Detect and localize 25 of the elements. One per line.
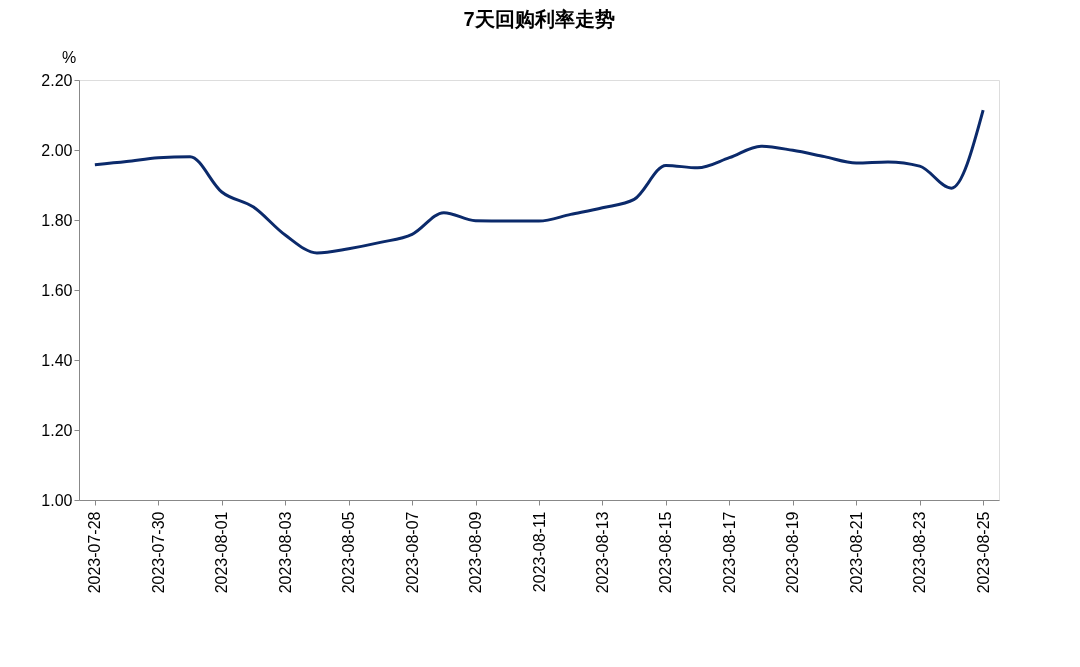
x-tick-label: 2023-07-28 xyxy=(86,511,104,594)
y-tick-label: 1.40 xyxy=(41,351,73,369)
y-tick-label: 1.00 xyxy=(41,491,73,509)
y-tick-label: 2.20 xyxy=(41,71,73,89)
x-tick-label: 2023-08-07 xyxy=(403,511,421,594)
x-tick-label: 2023-08-21 xyxy=(847,511,865,594)
x-tick-label: 2023-08-11 xyxy=(530,511,548,593)
y-tick-label: 2.00 xyxy=(41,141,73,159)
y-axis-title: % xyxy=(61,49,77,66)
x-tick-label: 2023-08-13 xyxy=(593,511,611,594)
x-tick-label: 2023-08-03 xyxy=(276,511,294,594)
chart-title: 7天回购利率走势 xyxy=(463,8,615,30)
x-tick-label: 2023-08-15 xyxy=(657,511,675,594)
line-series xyxy=(93,108,985,255)
x-tick-label: 2023-08-09 xyxy=(467,511,485,594)
x-tick-label: 2023-08-01 xyxy=(213,511,231,594)
x-tick-label: 2023-07-30 xyxy=(149,511,167,594)
y-tick-label: 1.20 xyxy=(41,421,73,439)
x-tick-label: 2023-08-25 xyxy=(974,511,992,594)
x-tick-label: 2023-08-23 xyxy=(911,511,929,594)
x-tick-label: 2023-08-17 xyxy=(720,511,738,594)
y-tick-label: 1.80 xyxy=(41,211,73,229)
x-tick-label: 2023-08-19 xyxy=(784,511,802,594)
y-tick-label: 1.60 xyxy=(41,281,73,299)
x-tick-label: 2023-08-05 xyxy=(340,511,358,594)
